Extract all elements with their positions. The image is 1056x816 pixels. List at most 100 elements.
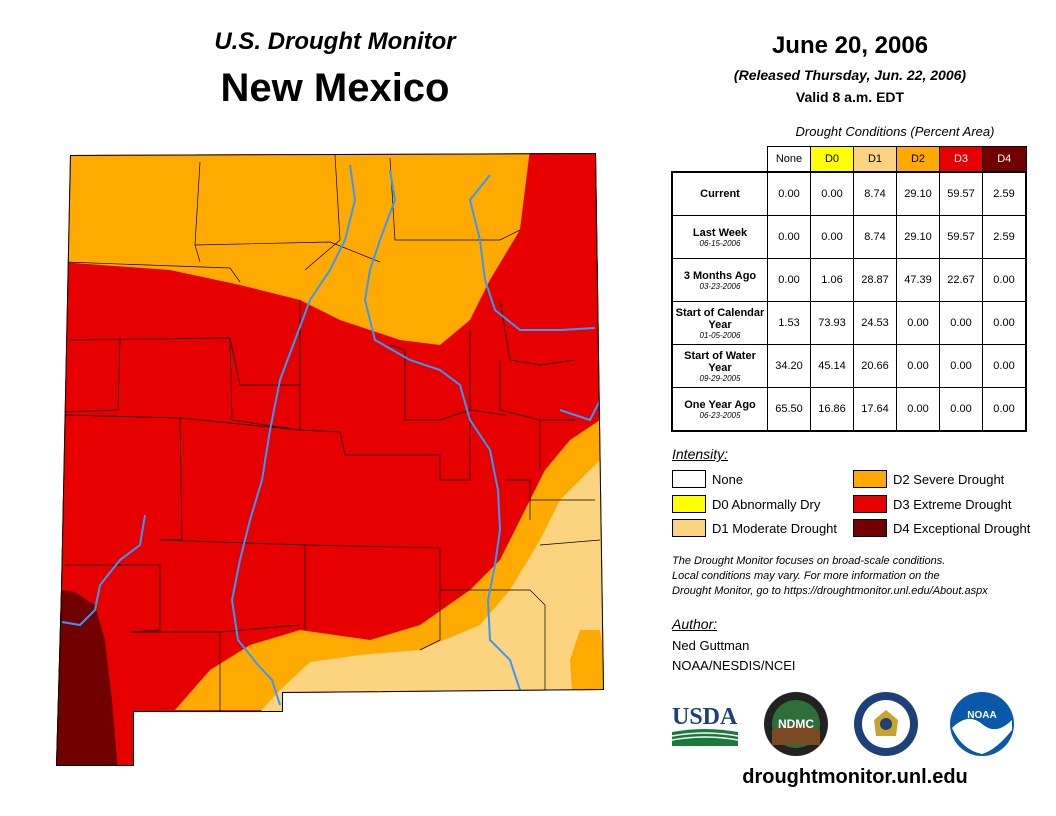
note-line: The Drought Monitor focuses on broad-sca… [672,555,946,567]
legend-label: D0 Abnormally Dry [712,496,821,512]
legend-swatch [853,470,887,488]
table-cell: 8.74 [853,171,897,216]
table-header-row: None D0 D1 D2 D3 D4 [672,146,1027,173]
table-cell: 59.57 [939,215,983,259]
legend-label: D2 Severe Drought [893,471,1005,487]
table-row: Last Week 06-15-2006 0.00 0.00 8.74 29.10… [671,215,1027,259]
usda-logo-text: USDA [672,704,738,730]
usda-logo: USDA [671,704,739,746]
table-cell: 0.00 [939,344,983,388]
author-name: Ned Guttman [672,638,750,653]
release-date: (Released Thursday, Jun. 22, 2006) [733,67,967,83]
table-cell: 0.00 [896,344,940,388]
legend-swatch [672,519,706,537]
table-cell: 17.64 [853,387,897,432]
legend-label: D4 Exceptional Drought [893,520,1031,536]
row-label: Last Week 06-15-2006 [671,215,768,259]
note-line: Local conditions may vary. For more info… [672,570,940,582]
table-cell: 2.59 [982,171,1027,216]
table-cell: 0.00 [939,387,983,432]
table-corner [672,146,768,173]
table-cell: 0.00 [810,215,854,259]
column-header: D0 [810,146,854,173]
table-cell: 0.00 [896,387,940,432]
column-header: D4 [982,146,1027,173]
d2-region-north [60,153,530,345]
legend-label: D3 Extreme Drought [893,496,1012,512]
map-subtitle: U.S. Drought Monitor [214,28,456,55]
legend-item-none: None [672,470,743,488]
d4-region [56,588,118,766]
table-cell: 2.59 [982,215,1027,259]
table-cell: 59.57 [939,171,983,216]
table-cell: 0.00 [810,171,854,216]
row-label: Current [671,171,768,216]
legend-title: Intensity: [672,446,729,462]
legend-item-d1: D1 Moderate Drought [672,519,837,537]
row-label: Start of Water Year 09-29-2005 [671,344,768,388]
noaa-logo: NOAA [950,692,1014,756]
note-line: Drought Monitor, go to https://droughtmo… [672,585,988,597]
author-org: NOAA/NESDIS/NCEI [672,658,796,673]
table-cell: 22.67 [939,258,983,302]
column-header: D3 [939,146,983,173]
table-cell: 29.10 [896,215,940,259]
table-cell: 0.00 [982,301,1027,345]
state-title: New Mexico [220,66,450,110]
legend-item-d3: D3 Extreme Drought [853,495,1012,513]
column-header: D1 [853,146,897,173]
table-cell: 0.00 [982,344,1027,388]
commerce-seal-logo [854,692,918,756]
row-label: 3 Months Ago 03-23-2006 [671,258,768,302]
d3-region-northeast [470,153,604,335]
table-cell: 0.00 [982,387,1027,432]
d1-region-south [260,450,604,712]
state-border [56,153,604,766]
table-cell: 0.00 [896,301,940,345]
drought-map [56,153,604,766]
disclaimer-note: The Drought Monitor focuses on broad-sca… [672,554,1042,599]
column-header: D2 [896,146,940,173]
table-row: Start of Calendar Year 01-05-2006 1.53 73… [671,301,1027,345]
legend-item-d4: D4 Exceptional Drought [853,519,1030,537]
row-label: Start of Calendar Year 01-05-2006 [671,301,768,345]
table-caption: Drought Conditions (Percent Area) [795,124,995,139]
author-title: Author: [672,616,718,632]
d2-region-southeast [570,630,604,690]
table-cell: 0.00 [939,301,983,345]
legend-swatch [672,495,706,513]
table-cell: 34.20 [767,344,811,388]
column-header: None [767,146,811,173]
table-cell: 0.00 [767,258,811,302]
website-url: droughtmonitor.unl.edu [742,766,968,788]
table-cell: 29.10 [896,171,940,216]
row-label: One Year Ago 06-23-2005 [671,387,768,432]
rivers [61,164,601,706]
valid-time: Valid 8 a.m. EDT [795,89,905,105]
table-cell: 16.86 [810,387,854,432]
table-row: Start of Water Year 09-29-2005 34.20 45.1… [671,344,1027,388]
legend-label: None [712,471,744,487]
table-row: One Year Ago 06-23-2005 65.50 16.86 17.64… [671,387,1027,432]
table-cell: 20.66 [853,344,897,388]
table-row: 3 Months Ago 03-23-2006 0.00 1.06 28.87 4… [671,258,1027,302]
ndmc-logo-text: NDMC [778,717,814,731]
table-cell: 8.74 [853,215,897,259]
table-row: Current 0.00 0.00 8.74 29.10 59.57 2.59 [671,171,1027,216]
ndmc-logo: NDMC [764,692,828,756]
table-cell: 28.87 [853,258,897,302]
table-cell: 47.39 [896,258,940,302]
table-cell: 65.50 [767,387,811,432]
county-lines [64,154,601,712]
table-cell: 1.53 [767,301,811,345]
table-cell: 24.53 [853,301,897,345]
legend-swatch [853,495,887,513]
drought-conditions-table: None D0 D1 D2 D3 D4 Current 0.00 0.00 8.… [671,146,1027,432]
noaa-logo-text: NOAA [967,710,996,721]
table-cell: 1.06 [810,258,854,302]
legend-swatch [672,470,706,488]
table-cell: 0.00 [767,171,811,216]
legend-item-d0: D0 Abnormally Dry [672,495,820,513]
table-cell: 73.93 [810,301,854,345]
table-cell: 0.00 [767,215,811,259]
